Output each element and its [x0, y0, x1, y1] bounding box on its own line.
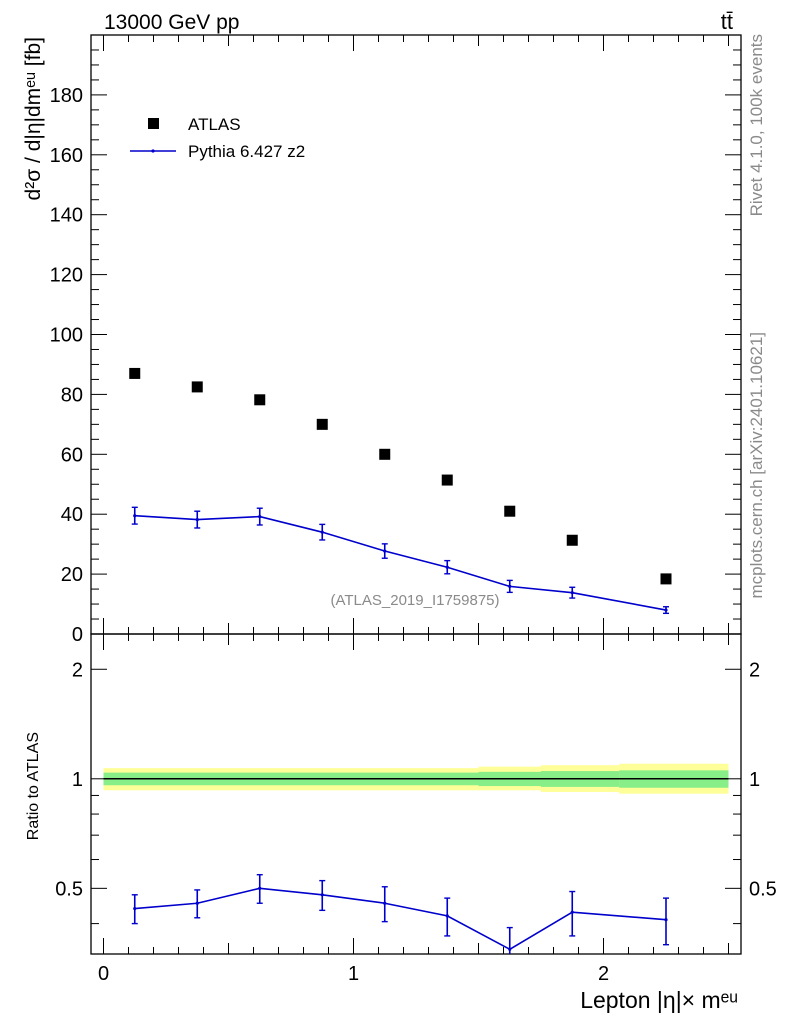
mc-point [570, 591, 574, 595]
ratio-point [664, 918, 668, 922]
atlas-point [441, 474, 453, 486]
legend-data-marker [148, 118, 159, 129]
x-axis-label: Lepton |η|× mᵉᵘ [580, 987, 738, 1013]
atlas-point [191, 381, 203, 393]
ratio-point [445, 914, 449, 918]
legend-mc-marker [151, 149, 155, 153]
x-tick-label: 0 [98, 963, 109, 985]
main-ytick-label: 20 [61, 564, 83, 586]
main-ytick-label: 60 [61, 444, 83, 466]
ratio-ytick-label-left: 2 [72, 659, 83, 681]
main-ytick-label: 180 [50, 85, 83, 107]
legend-mc-label: Pythia 6.427 z2 [188, 142, 305, 161]
legend-data-label: ATLAS [188, 115, 241, 134]
ratio-panel: 0 1 2 0.5 0.5 1 1 2 2 [55, 633, 777, 985]
atlas-point [566, 534, 578, 546]
ratio-point [508, 947, 512, 951]
x-tick-label: 2 [598, 963, 609, 985]
ratio-ylabel: Ratio to ATLAS [25, 732, 42, 840]
ratio-ytick-label-right: 0.5 [749, 878, 777, 900]
mc-point [508, 584, 512, 588]
main-ytick-label: 100 [50, 325, 83, 347]
ratio-ytick-label-left: 0.5 [55, 878, 83, 900]
rivet-label: Rivet 4.1.0, 100k events [747, 34, 766, 216]
atlas-point [129, 367, 141, 379]
main-ytick-label: 0 [72, 624, 83, 646]
process-label: tt̄ [721, 9, 733, 34]
ratio-mc-line [134, 887, 667, 951]
main-ytick-label: 160 [50, 145, 83, 167]
atlas-point [379, 448, 391, 460]
mc-point [320, 530, 324, 534]
ratio-point [320, 893, 324, 897]
ratio-frame [90, 633, 742, 955]
ratio-point [195, 901, 199, 905]
main-ytick-label: 80 [61, 384, 83, 406]
mc-point [133, 514, 137, 518]
energy-label: 13000 GeV pp [104, 11, 239, 34]
main-ytick-label: 120 [50, 265, 83, 287]
atlas-point [254, 394, 266, 406]
atlas-point [316, 418, 328, 430]
ratio-point [133, 906, 137, 911]
ratio-point [570, 910, 574, 914]
mc-point [195, 517, 199, 522]
ratio-ytick-label-right: 2 [749, 659, 760, 681]
x-tick-label: 1 [348, 963, 359, 985]
main-ylabel: d²σ / d|η|dmᵉᵘ [fb] [22, 37, 45, 200]
ratio-series-group [131, 874, 669, 954]
ratio-point [258, 886, 262, 890]
mc-point [258, 514, 262, 519]
ratio-ytick-label-right: 1 [749, 769, 760, 791]
analysis-tag: (ATLAS_2019_I1759875) [330, 592, 499, 609]
ratio-ytick-label-left: 1 [72, 769, 83, 791]
mc-point [664, 608, 668, 612]
atlas-point [660, 573, 672, 585]
mc-point [445, 565, 449, 569]
mc-point [383, 549, 387, 553]
main-ytick-label: 140 [50, 205, 83, 227]
main-ytick-label: 40 [61, 504, 83, 526]
mcplots-label: mcplots.cern.ch [arXiv:2401.10621] [747, 332, 766, 598]
atlas-point [504, 505, 516, 517]
ratio-point [383, 901, 387, 905]
